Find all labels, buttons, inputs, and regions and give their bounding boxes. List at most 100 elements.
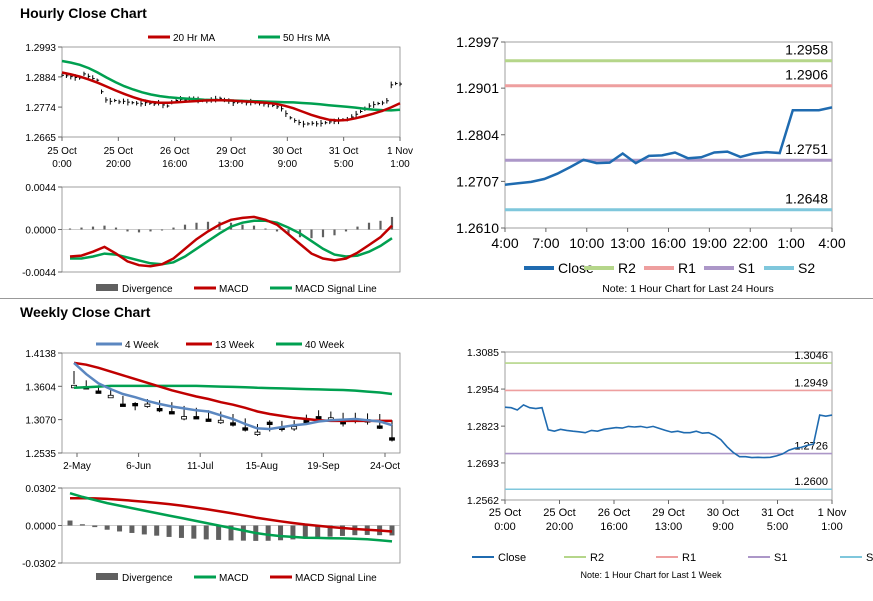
- ohlc-candle: [389, 437, 395, 441]
- legend-label: R1: [682, 552, 696, 564]
- divergence-bar: [172, 227, 175, 230]
- x-tick-label: 1 Nov: [818, 507, 847, 519]
- plot-frame: [61, 46, 401, 138]
- divergence-bar: [379, 220, 382, 230]
- x-tick-label: 7:00: [532, 235, 559, 251]
- macd-line: [69, 492, 393, 543]
- legend-label: S1: [774, 552, 787, 564]
- y-tick-label: 1.2997: [456, 34, 499, 50]
- x-tick-label: 29 Oct: [652, 507, 684, 519]
- y-tick-label: 1.2693: [467, 458, 499, 470]
- divergence-bar: [327, 525, 333, 537]
- ohlc-candle: [120, 403, 126, 407]
- divergence-bar: [80, 227, 83, 230]
- divergence-bar: [129, 525, 135, 533]
- ohlc-candle: [376, 425, 383, 429]
- divergence-bar: [149, 229, 152, 232]
- level-s1-label: 1.2751: [785, 141, 828, 157]
- y-tick-label: 0.0000: [25, 522, 56, 533]
- divergence-bar: [287, 229, 290, 235]
- divergence-bar: [154, 525, 160, 536]
- divergence-bar: [228, 525, 234, 541]
- legend-label: 13 Week: [215, 340, 255, 351]
- divergence-bar: [339, 525, 345, 536]
- y-tick-label: 0.0044: [25, 183, 56, 194]
- y-tick-label: 1.2804: [456, 127, 499, 143]
- ohlc-candle: [156, 407, 163, 412]
- ohlc-candle: [315, 416, 322, 420]
- legend-label: 4 Week: [125, 340, 160, 351]
- divergence-bar: [352, 525, 358, 536]
- divergence-bar: [166, 525, 172, 537]
- x-tick-label: 1 Nov: [387, 146, 413, 157]
- legend-label: Close: [498, 552, 526, 564]
- x-tick-label: 5:00: [767, 521, 788, 533]
- divergence-bar: [137, 229, 141, 233]
- y-tick-label: 0.0000: [25, 226, 56, 237]
- x-tick-label: 22:00: [733, 235, 768, 251]
- y-tick-label: 1.2901: [456, 80, 499, 96]
- divergence-bar: [141, 525, 147, 535]
- x-tick-label: 16:00: [651, 235, 686, 251]
- x-tick-label: 15-Aug: [246, 461, 278, 472]
- x-tick-label: 2-May: [63, 461, 91, 472]
- macd-line: [69, 215, 393, 268]
- hourly-section-title: Hourly Close Chart: [20, 5, 147, 21]
- y-tick-label: 1.4138: [25, 349, 56, 360]
- divergence-bar: [252, 225, 256, 230]
- divergence-bar: [117, 525, 123, 532]
- legend-label: R2: [618, 260, 636, 276]
- ohlc-candle: [144, 403, 151, 407]
- y-tick-label: 1.2707: [456, 173, 499, 189]
- level-r2-label: 1.3046: [794, 350, 828, 362]
- section-divider: [0, 298, 873, 299]
- divergence-bar: [302, 525, 308, 539]
- w40-line: [73, 384, 393, 396]
- x-tick-label: 19-Sep: [307, 461, 340, 472]
- ohlc-candle: [181, 416, 187, 420]
- x-tick-label: 0:00: [52, 159, 72, 170]
- y-tick-label: -0.0044: [22, 268, 56, 279]
- x-tick-label: 13:00: [655, 521, 683, 533]
- divergence-bar: [183, 224, 187, 230]
- ohlc-candle: [95, 390, 102, 394]
- divergence-bar: [91, 226, 95, 230]
- weekly-levels-chart: 1.3085 1.2954 1.2823 1.2693 1.2562 1.3046 1.29…: [467, 347, 873, 580]
- x-tick-label: 1:00: [778, 235, 805, 251]
- legend-label: 20 Hr MA: [173, 33, 216, 44]
- legend-label: Divergence: [122, 573, 173, 584]
- ohlc-candle: [230, 422, 236, 426]
- divergence-bar: [195, 222, 198, 230]
- x-tick-label: 20:00: [106, 159, 131, 170]
- ohlc-candle: [132, 403, 139, 407]
- divergence-bar: [203, 525, 209, 540]
- ohlc-candle: [168, 411, 175, 415]
- x-tick-label: 10:00: [569, 235, 604, 251]
- level-s2-label: 1.2648: [785, 191, 828, 207]
- divergence-bar: [265, 525, 271, 541]
- x-tick-label: 20:00: [546, 521, 574, 533]
- x-tick-label: 16:00: [162, 159, 187, 170]
- divergence-bar: [191, 525, 197, 539]
- divergence-bar: [68, 228, 72, 230]
- divergence-bar: [92, 525, 98, 528]
- hourly-price-chart: 1.2993 1.2884 1.2774 1.2665 20 Hr MA 50 Hrs M…: [25, 33, 413, 170]
- close-line: [504, 403, 833, 459]
- legend-swatch: [96, 284, 118, 291]
- divergence-bar: [321, 229, 325, 238]
- y-tick-label: 1.2993: [25, 43, 56, 54]
- legend-label: Close: [558, 260, 594, 276]
- y-tick-label: 1.2823: [467, 421, 499, 433]
- divergence-bar: [178, 525, 184, 538]
- level-s1-label: 1.2726: [794, 441, 828, 453]
- x-tick-label: 19:00: [692, 235, 727, 251]
- y-tick-label: 1.2884: [25, 73, 56, 84]
- w4-line: [73, 361, 393, 431]
- divergence-bar: [275, 229, 279, 232]
- x-tick-label: 31 Oct: [329, 146, 359, 157]
- divergence-bar: [333, 229, 336, 236]
- divergence-bar: [310, 229, 313, 239]
- hourly-macd-chart: 0.0044 0.0000 -0.0044 Divergence MACD MACD Si…: [22, 183, 401, 295]
- legend-label: S2: [798, 260, 815, 276]
- weekly-section-title: Weekly Close Chart: [20, 304, 151, 320]
